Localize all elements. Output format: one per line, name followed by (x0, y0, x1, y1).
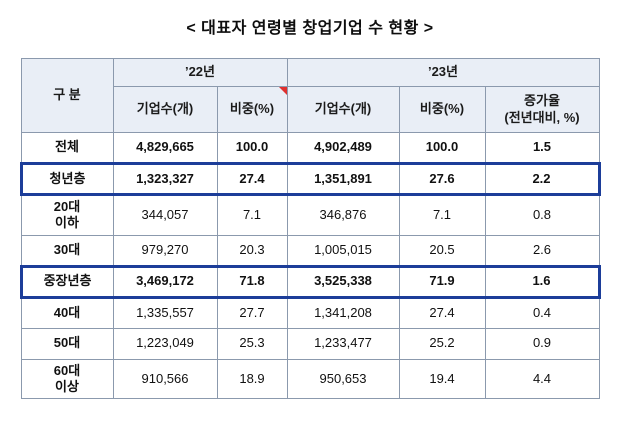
cell-count-23: 1,005,015 (286, 234, 400, 267)
cell-count-23: 346,876 (286, 194, 400, 236)
cell-count-23: 1,233,477 (286, 327, 400, 360)
table-row-youth: 청년층 1,323,327 27.4 1,351,891 27.6 2.2 (19, 162, 601, 196)
header-growth-rate: 증가율 (전년대비, %) (484, 86, 600, 133)
table-row-40s: 40대 1,335,557 27.7 1,341,208 27.4 0.4 (20, 296, 600, 329)
cell-count-23: 3,525,338 (286, 264, 400, 299)
cell-count-23: 1,351,891 (286, 162, 400, 196)
cell-growth: 4.4 (484, 358, 600, 399)
cell-count-22: 1,335,557 (112, 296, 218, 329)
cell-count-22: 344,057 (112, 194, 218, 236)
cell-share-22: 18.9 (216, 358, 288, 399)
cell-growth: 0.9 (484, 327, 600, 360)
cell-growth: 1.5 (484, 132, 600, 164)
header-share-22-label: 비중(%) (229, 101, 275, 117)
header-year-23: ’23년 (286, 58, 600, 87)
row-label: 30대 (20, 234, 114, 267)
row-label: 60대 이상 (20, 358, 114, 399)
cell-count-22: 979,270 (112, 234, 218, 267)
cell-growth: 0.4 (484, 296, 600, 329)
cell-count-22: 4,829,665 (112, 132, 218, 164)
table-row-total: 전체 4,829,665 100.0 4,902,489 100.0 1.5 (20, 132, 600, 164)
cell-share-23: 71.9 (398, 264, 486, 299)
cell-growth: 0.8 (484, 194, 600, 236)
cell-share-23: 25.2 (398, 327, 486, 360)
cell-count-22: 3,469,172 (112, 264, 218, 299)
row-label: 50대 (20, 327, 114, 360)
table-row-middle-aged: 중장년층 3,469,172 71.8 3,525,338 71.9 1.6 (19, 264, 601, 299)
cell-share-23: 7.1 (398, 194, 486, 236)
row-label: 40대 (20, 296, 114, 329)
cell-share-23: 19.4 (398, 358, 486, 399)
row-label: 전체 (20, 132, 114, 164)
table-row-under20s: 20대 이하 344,057 7.1 346,876 7.1 0.8 (20, 194, 600, 236)
cell-share-22: 27.4 (216, 162, 288, 196)
startup-age-table: 구 분 ’22년 ’23년 기업수(개) 비중(%) 기업수(개) 비중(%) … (19, 58, 601, 399)
table-body: 전체 4,829,665 100.0 4,902,489 100.0 1.5 청… (19, 132, 601, 399)
table-header: 구 분 ’22년 ’23년 기업수(개) 비중(%) 기업수(개) 비중(%) … (20, 58, 600, 133)
header-count-22: 기업수(개) (112, 86, 218, 133)
header-year-22: ’22년 (112, 58, 288, 87)
cell-count-22: 910,566 (112, 358, 218, 399)
cell-count-22: 1,223,049 (112, 327, 218, 360)
header-row-years: 구 분 ’22년 ’23년 (20, 58, 600, 133)
cell-share-22: 27.7 (216, 296, 288, 329)
cell-share-23: 20.5 (398, 234, 486, 267)
cell-share-22: 71.8 (216, 264, 288, 299)
header-share-22: 비중(%) (216, 86, 288, 133)
cell-count-23: 1,341,208 (286, 296, 400, 329)
cell-count-23: 4,902,489 (286, 132, 400, 164)
cell-growth: 2.6 (484, 234, 600, 267)
cell-share-23: 100.0 (398, 132, 486, 164)
header-row-measures: 기업수(개) 비중(%) 기업수(개) 비중(%) 증가율 (전년대비, %) (21, 86, 600, 133)
cell-share-22: 100.0 (216, 132, 288, 164)
cell-share-22: 25.3 (216, 327, 288, 360)
cell-share-22: 7.1 (216, 194, 288, 236)
table-row-over60s: 60대 이상 910,566 18.9 950,653 19.4 4.4 (20, 358, 600, 399)
page-title: < 대표자 연령별 창업기업 수 현황 > (186, 20, 434, 37)
header-gubun: 구 분 (20, 58, 114, 133)
row-label: 청년층 (19, 162, 114, 196)
cell-count-22: 1,323,327 (112, 162, 218, 196)
table-row-30s: 30대 979,270 20.3 1,005,015 20.5 2.6 (20, 234, 600, 267)
cell-count-23: 950,653 (286, 358, 400, 399)
row-label: 20대 이하 (20, 194, 114, 236)
header-count-23: 기업수(개) (286, 86, 400, 133)
row-label: 중장년층 (19, 264, 114, 299)
cell-share-22: 20.3 (216, 234, 288, 267)
cell-growth: 2.2 (484, 162, 601, 196)
table-row-50s: 50대 1,223,049 25.3 1,233,477 25.2 0.9 (20, 327, 600, 360)
header-share-23: 비중(%) (398, 86, 486, 133)
cell-share-23: 27.6 (398, 162, 486, 196)
cell-growth: 1.6 (484, 264, 601, 299)
comment-marker-icon (278, 87, 287, 95)
cell-share-23: 27.4 (398, 296, 486, 329)
